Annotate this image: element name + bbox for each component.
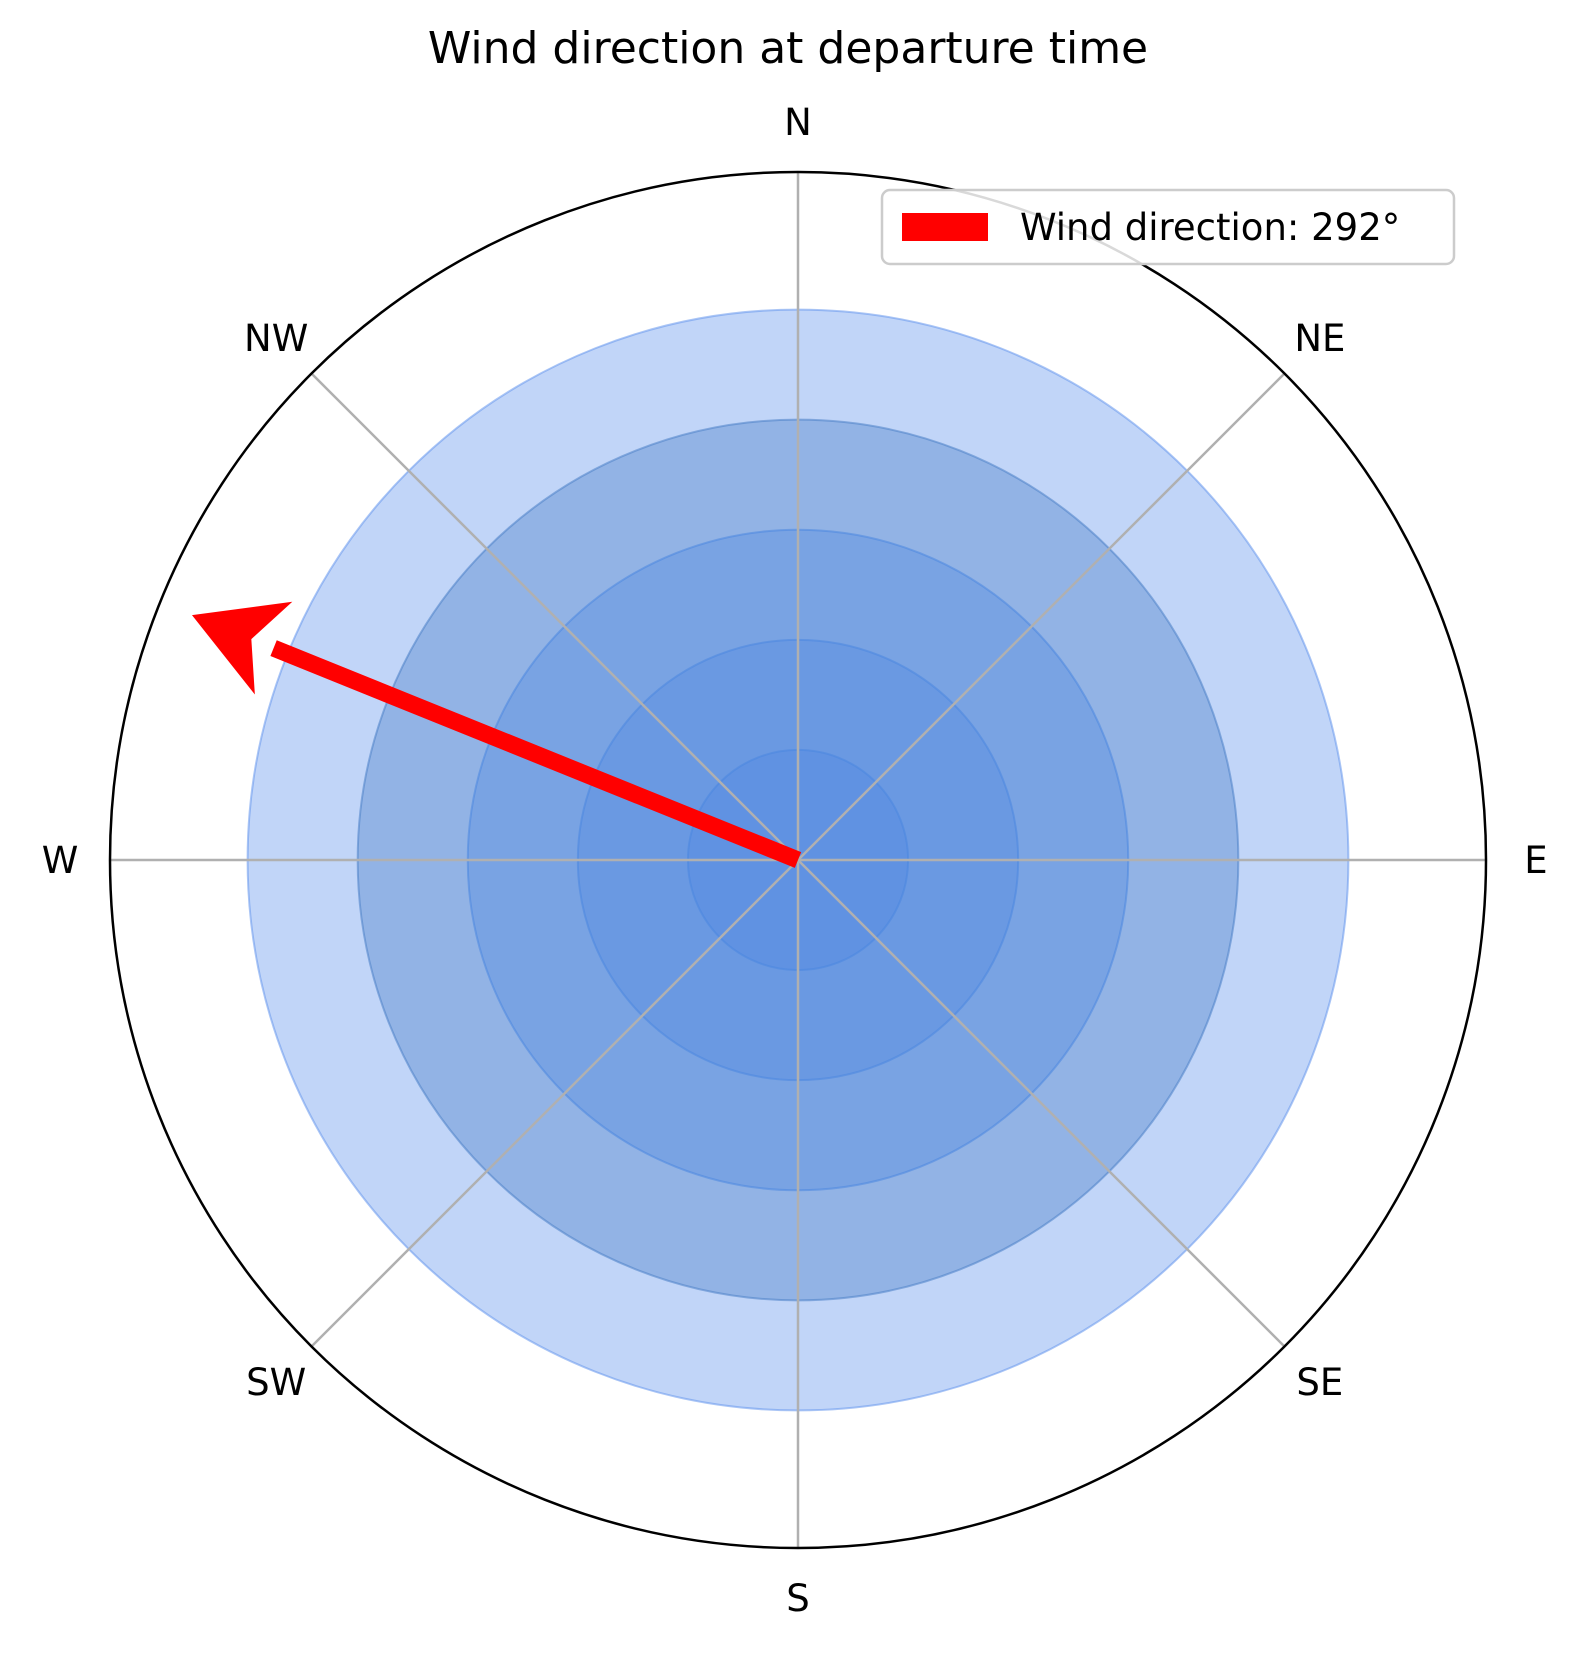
direction-gridlines	[110, 172, 1486, 1548]
direction-labels: N NE E SE S SW W NW	[42, 101, 1548, 1620]
gridline-sw	[310, 859, 799, 1348]
direction-label-w: W	[42, 839, 79, 882]
direction-label-ne: NE	[1294, 317, 1345, 360]
direction-label-nw: NW	[244, 317, 308, 360]
arrow-head	[191, 601, 293, 695]
legend-label: Wind direction: 292°	[1020, 206, 1400, 249]
chart-title: Wind direction at departure time	[428, 23, 1148, 74]
direction-label-n: N	[784, 101, 812, 144]
legend-swatch	[902, 213, 988, 241]
legend-box	[880, 188, 1456, 266]
arrow-shaft	[270, 640, 802, 868]
direction-label-e: E	[1524, 839, 1547, 882]
direction-label-sw: SW	[246, 1361, 306, 1404]
direction-label-s: S	[786, 1577, 810, 1620]
gridline-se	[797, 859, 1286, 1348]
legend: Wind direction: 292°	[880, 188, 1456, 266]
gridline-ne	[797, 372, 1286, 861]
polar-outer-boundary	[108, 170, 1488, 1550]
gridline-nw	[310, 372, 799, 861]
direction-label-se: SE	[1296, 1361, 1343, 1404]
wind-arrow	[191, 601, 802, 868]
